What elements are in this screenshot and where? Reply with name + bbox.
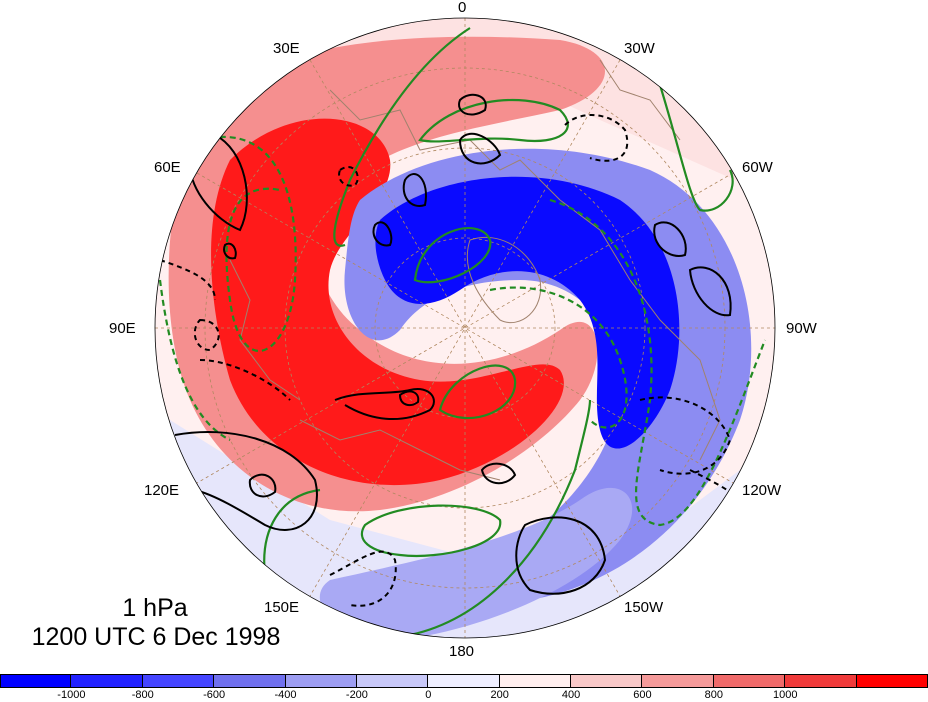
negative-core	[375, 176, 680, 449]
colorbar-tick-label: -800	[131, 689, 154, 701]
colorbar-tick-label: 600	[633, 689, 652, 701]
colorbar-box	[0, 674, 72, 688]
colorbar-tick-label: 800	[704, 689, 724, 701]
longitude-label-120w: 120W	[742, 482, 782, 499]
colorbar-box	[214, 674, 286, 688]
longitude-label-30e: 30E	[273, 40, 300, 57]
longitude-label-90w: 90W	[786, 320, 817, 337]
colorbar-tick-label: 200	[490, 689, 509, 701]
colorbar-tick-label: -1000	[57, 689, 86, 701]
colorbar-box	[428, 674, 500, 688]
weak-negative-region	[155, 420, 775, 638]
longitude-label-30w: 30W	[624, 40, 655, 57]
colorbar-box	[571, 674, 643, 688]
longitude-label-150e: 150E	[264, 599, 300, 616]
longitude-label-60e: 60E	[154, 159, 181, 176]
colorbar-box	[785, 674, 857, 688]
positive-core	[211, 118, 564, 486]
colorbar-tick-label: 400	[561, 689, 581, 701]
coastlines	[229, 59, 721, 481]
filled-field	[155, 18, 775, 638]
level-title: 1 hPa	[122, 594, 188, 622]
colorbar-box	[499, 674, 572, 688]
colorbar-box	[285, 674, 357, 688]
colorbar-box	[71, 674, 143, 688]
longitude-label-150w: 150W	[624, 599, 664, 616]
colorbar-tick-label: -400	[274, 689, 297, 701]
longitude-label-120e: 120E	[144, 482, 180, 499]
map-boundary	[154, 17, 776, 639]
colorbar-box	[356, 674, 429, 688]
negative-tail	[319, 487, 633, 638]
colorbar: -1000 -800 -600 -400 -200 0 200 400 600 800 1000	[0, 674, 928, 702]
time-title: 1200 UTC 6 Dec 1998	[31, 623, 281, 651]
colorbar-frame	[0, 674, 928, 688]
colorbar-box	[713, 674, 786, 688]
longitude-label-0: 0	[458, 0, 467, 16]
colorbar-box	[642, 674, 714, 688]
colorbar-tick-label: 0	[425, 689, 432, 701]
colorbar-tick-label: -600	[203, 689, 226, 701]
longitude-label-90e: 90E	[109, 320, 136, 337]
colorbar-box	[142, 674, 215, 688]
longitude-label-60w: 60W	[742, 159, 773, 176]
colorbar-tick-label: -200	[345, 689, 368, 701]
colorbar-tick-label: 1000	[772, 689, 798, 701]
longitude-label-180: 180	[449, 643, 475, 660]
